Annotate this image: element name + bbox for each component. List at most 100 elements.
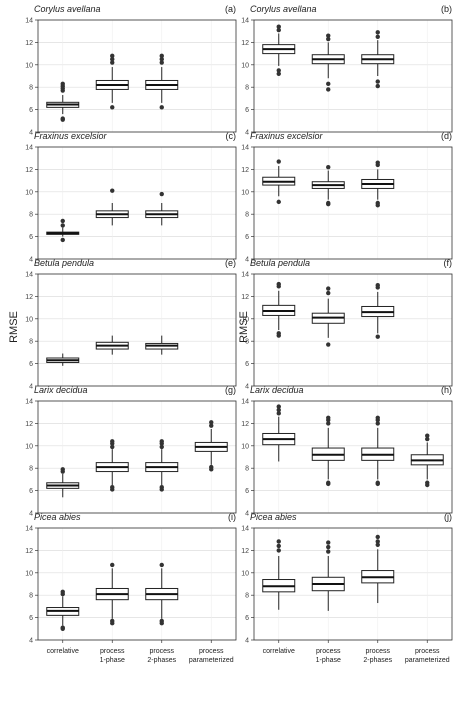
y-tick-label: 6 [29,234,33,241]
panel-f: Betula pendula (f) 4 6 8 10 12 14 [241,258,453,391]
y-tick-label: 4 [245,638,249,645]
y-tick-label: 14 [241,399,249,406]
y-tick-label: 6 [29,361,33,368]
outlier-point [326,480,331,485]
outlier-point [326,544,331,550]
y-tick-label: 6 [29,615,33,622]
x-tick-label: process parameterized [405,648,450,664]
outlier-point [375,542,380,547]
x-tick-label: process 1-phase [316,648,341,664]
box-process-2-phases [361,283,395,339]
box-process-2-phases [145,562,179,626]
box-process-1-phase [95,188,129,226]
panel-e: Betula pendula (e) 4 6 8 10 12 14 [25,258,237,391]
box-process-1-phase [95,53,129,110]
panel-species-title: Picea abies [250,512,297,522]
outlier-point [276,281,281,287]
outlier-point [276,543,281,549]
y-tick-label: 14 [25,272,33,279]
panel-g: Larix decidua (g) 4 6 8 10 12 14 [25,385,237,518]
y-tick-label: 4 [245,257,249,264]
outlier-point [110,105,115,110]
outlier-point [326,290,331,296]
panel-frame [37,527,237,641]
y-tick-label: 12 [25,294,33,301]
outlier-point [159,105,164,110]
y-tick-label: 4 [245,384,249,391]
y-tick-label: 10 [241,443,249,450]
outlier-point [375,334,380,339]
panel-letter: (f) [444,258,453,268]
y-tick-label: 14 [25,526,33,533]
outlier-point [375,415,380,420]
y-tick-label: 8 [245,212,249,219]
outlier-point [276,68,281,73]
box-correlative [46,589,80,631]
y-tick-label: 4 [29,130,33,137]
outlier-point [375,534,380,540]
box-correlative [46,467,80,498]
y-tick-label: 14 [241,272,249,279]
panel-letter: (e) [225,258,236,268]
outlier-point [375,79,380,84]
y-tick-label: 12 [241,40,249,47]
y-axis-label-right: RMSE [238,311,250,343]
x-tick-label: process 2-phases [147,648,176,664]
panel-letter: (c) [226,131,237,141]
x-tick-label: correlative [47,648,79,655]
y-tick-label: 10 [241,189,249,196]
outlier-point [159,53,164,59]
outlier-point [159,439,164,444]
outlier-point [326,421,331,426]
y-tick-label: 8 [29,593,33,600]
box-correlative [262,281,296,338]
y-tick-label: 4 [245,130,249,137]
panel-frame [253,19,453,133]
y-tick-label: 12 [25,548,33,555]
outlier-point [276,71,281,76]
panel-species-title: Betula pendula [250,258,310,268]
y-tick-label: 8 [29,85,33,92]
panel-d: Fraxinus excelsior (d) 4 6 8 10 12 14 [241,131,453,264]
y-tick-label: 4 [29,384,33,391]
outlier-point [375,34,380,39]
panel-frame [253,400,453,514]
outlier-point [110,562,115,568]
box-process-2-phases [145,191,179,226]
x-tick-label: process parameterized [189,648,234,664]
outlier-point [276,539,281,544]
outlier-point [110,444,115,450]
panel-frame [253,527,453,641]
outlier-point [276,159,281,164]
box-process-2-phases [361,160,395,208]
box-process-1-phase [311,415,345,487]
panel-letter: (h) [441,385,452,395]
outlier-point [326,36,331,42]
box-process-2-phases [361,415,395,487]
panel-letter: (i) [228,512,236,522]
outlier-point [276,331,281,336]
y-tick-label: 10 [25,570,33,577]
panel-species-title: Picea abies [34,512,81,522]
y-tick-label: 6 [245,107,249,114]
outlier-point [276,404,281,409]
y-tick-label: 12 [241,167,249,174]
outlier-point [110,57,115,62]
panel-species-title: Betula pendula [34,258,94,268]
y-tick-label: 12 [241,548,249,555]
panel-species-title: Corylus avellana [250,4,317,14]
outlier-point [425,436,430,442]
y-tick-label: 10 [241,62,249,69]
y-tick-label: 6 [245,234,249,241]
x-tick-label: process 2-phases [363,648,392,664]
outlier-point [375,200,380,206]
outlier-point [110,53,115,59]
outlier-point [60,218,65,224]
outlier-point [375,539,380,544]
outlier-point [326,342,331,347]
y-tick-label: 10 [25,443,33,450]
outlier-point [110,60,115,65]
box-correlative [262,159,296,205]
y-tick-label: 6 [245,615,249,622]
box-process-2-phases [361,534,395,604]
